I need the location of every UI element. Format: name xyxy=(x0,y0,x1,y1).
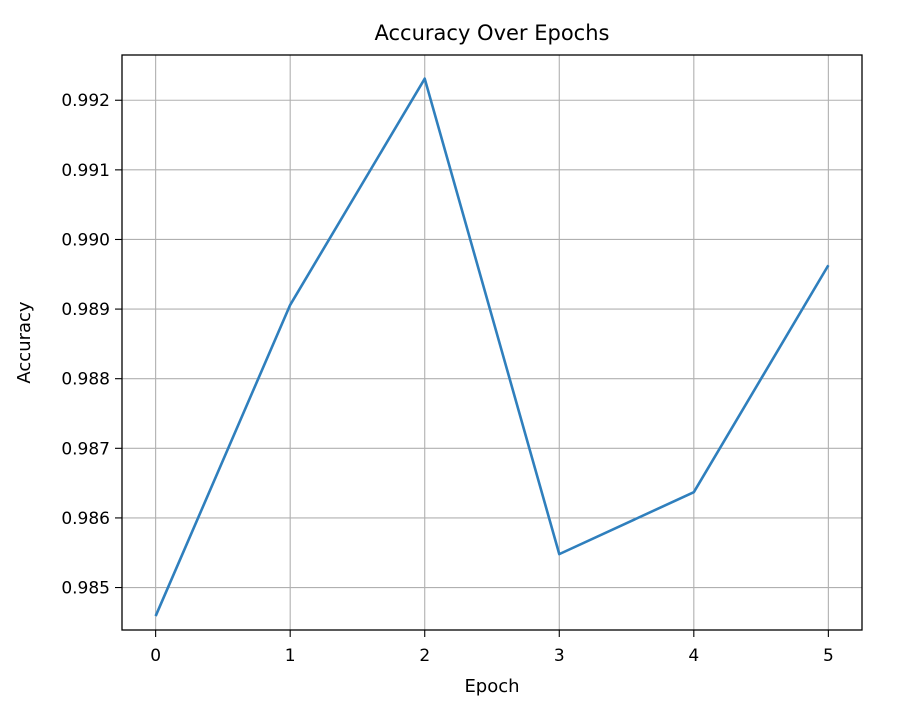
plot-area-frame xyxy=(121,54,863,631)
y-tick-label: 0.988 xyxy=(61,370,110,390)
accuracy-series-line xyxy=(154,77,830,617)
y-axis-label: Accuracy xyxy=(14,301,35,384)
chart-title: Accuracy Over Epochs xyxy=(375,21,610,45)
x-axis-label: Epoch xyxy=(464,676,519,697)
x-tick-label: 0 xyxy=(150,646,161,666)
x-tick-label: 4 xyxy=(688,646,699,666)
y-tick-label: 0.989 xyxy=(61,300,110,320)
x-tick-label: 1 xyxy=(285,646,296,666)
y-tick-label: 0.990 xyxy=(61,230,110,250)
y-tick-label: 0.985 xyxy=(61,579,110,599)
x-tick-label: 3 xyxy=(554,646,565,666)
y-tick-label: 0.991 xyxy=(61,161,110,181)
grid-lines xyxy=(122,55,862,630)
tick-labels: 0 1 2 3 4 5 0.985 0.986 0.987 0.988 0.989 0.990 0.99… xyxy=(61,91,833,666)
x-tick-label: 2 xyxy=(419,646,430,666)
axis-ticks xyxy=(115,99,829,637)
y-tick-label: 0.987 xyxy=(61,439,110,459)
y-tick-label: 0.986 xyxy=(61,509,110,529)
x-tick-label: 5 xyxy=(823,646,834,666)
series-layer xyxy=(154,77,830,617)
y-tick-label: 0.992 xyxy=(61,91,110,111)
